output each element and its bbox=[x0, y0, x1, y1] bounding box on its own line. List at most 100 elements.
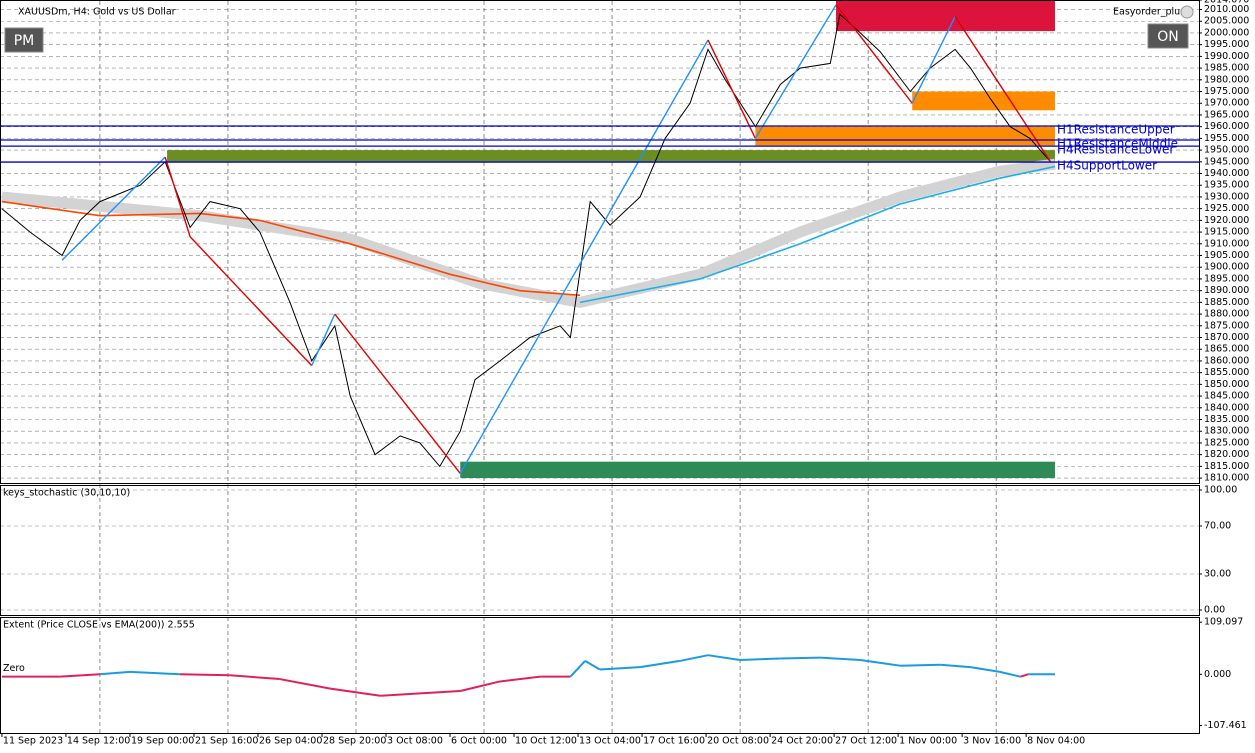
x-tick-label: 14 Sep 12:00 bbox=[67, 736, 130, 747]
y-tick-label: 1945.000 bbox=[1204, 156, 1249, 167]
extent-segment bbox=[970, 666, 1001, 673]
y-tick-label: 109.097 bbox=[1204, 617, 1243, 628]
extent-frame bbox=[0, 617, 1200, 734]
zone bbox=[836, 0, 1055, 32]
extent-segment bbox=[739, 657, 781, 661]
extent-segment bbox=[940, 663, 971, 669]
y-tick-label: -107.461 bbox=[1204, 720, 1247, 731]
on-button[interactable] bbox=[1147, 23, 1189, 49]
x-tick-label: 8 Nov 04:00 bbox=[1027, 736, 1085, 747]
x-tick-label: 10 Oct 12:00 bbox=[515, 736, 577, 747]
expert-icon[interactable] bbox=[1180, 5, 1194, 19]
y-tick-label: 1915.000 bbox=[1204, 227, 1249, 238]
zone bbox=[460, 461, 1055, 479]
y-tick-label: 1815.000 bbox=[1204, 461, 1249, 472]
ema-band bbox=[1, 158, 1056, 308]
y-tick-label: 1995.000 bbox=[1204, 39, 1249, 50]
y-tick-label: 1920.000 bbox=[1204, 215, 1249, 226]
x-tick-label: 3 Oct 08:00 bbox=[387, 736, 443, 747]
y-tick-label: 1905.000 bbox=[1204, 250, 1249, 261]
on-button-label[interactable]: ON bbox=[1157, 29, 1179, 45]
extent-segment bbox=[584, 660, 601, 671]
y-tick-label: 1985.000 bbox=[1204, 63, 1249, 74]
extent-segment bbox=[129, 670, 180, 676]
y-tick-label: 70.00 bbox=[1204, 521, 1231, 532]
level-label: H1ResistanceMiddle bbox=[1057, 137, 1178, 151]
y-tick-label: 1960.000 bbox=[1204, 121, 1249, 132]
stochastic-frame bbox=[0, 485, 1200, 616]
panel-title: Extent (Price CLOSE vs EMA(200)) 2.555 bbox=[3, 620, 195, 631]
y-tick-label: 1990.000 bbox=[1204, 51, 1249, 62]
y-tick-label: 1850.000 bbox=[1204, 379, 1249, 390]
x-tick-label: 1 Nov 00:00 bbox=[899, 736, 957, 747]
y-tick-label: 1955.000 bbox=[1204, 133, 1249, 144]
y-tick-label: 1950.000 bbox=[1204, 145, 1249, 156]
extent-segment bbox=[460, 680, 501, 692]
y-tick-label: 0.000 bbox=[1204, 669, 1231, 680]
price-line bbox=[579, 165, 1056, 304]
zigzag-segment bbox=[459, 39, 709, 474]
y-tick-label: 1860.000 bbox=[1204, 355, 1249, 366]
extent-segment bbox=[999, 670, 1021, 678]
y-tick-label: 1890.000 bbox=[1204, 285, 1249, 296]
y-tick-label: 1895.000 bbox=[1204, 273, 1249, 284]
y-tick-label: 1865.000 bbox=[1204, 344, 1249, 355]
x-tick-label: 6 Oct 00:00 bbox=[451, 736, 507, 747]
x-tick-label: 24 Oct 20:00 bbox=[771, 736, 833, 747]
symbol-title: XAUUSDm, H4: Gold vs US Dollar bbox=[18, 7, 176, 18]
extent-segment bbox=[330, 687, 381, 697]
extent-segment bbox=[1020, 673, 1029, 678]
extent-segment bbox=[419, 689, 461, 695]
y-tick-label: 1855.000 bbox=[1204, 367, 1249, 378]
level-label: H4ResistanceLower bbox=[1057, 143, 1174, 157]
pm-button-label[interactable]: PM bbox=[14, 33, 35, 49]
zigzag-segment bbox=[164, 156, 191, 237]
extent-segment bbox=[380, 692, 420, 697]
y-tick-label: 1840.000 bbox=[1204, 402, 1249, 413]
extent-segment bbox=[499, 675, 541, 683]
y-tick-label: 1845.000 bbox=[1204, 391, 1249, 402]
zigzag-segment bbox=[754, 4, 837, 139]
x-tick-label: 21 Sep 16:00 bbox=[195, 736, 258, 747]
extent-segment bbox=[99, 670, 131, 676]
y-tick-label: 1830.000 bbox=[1204, 426, 1249, 437]
y-tick-label: 1980.000 bbox=[1204, 74, 1249, 85]
extent-segment bbox=[707, 654, 741, 661]
zero-label: Zero bbox=[3, 663, 25, 674]
panel-title: keys_stochastic (30,10,10) bbox=[3, 488, 130, 499]
price-line bbox=[1, 13, 1051, 468]
zigzag-segment bbox=[311, 313, 336, 366]
x-tick-label: 26 Sep 04:00 bbox=[259, 736, 322, 747]
zigzag-segment bbox=[954, 16, 1052, 163]
y-tick-label: 1965.000 bbox=[1204, 109, 1249, 120]
y-tick-label: 1910.000 bbox=[1204, 238, 1249, 249]
extent-segment bbox=[279, 678, 331, 690]
y-tick-label: 0.00 bbox=[1204, 604, 1225, 615]
extent-segment bbox=[599, 666, 641, 671]
extent-segment bbox=[569, 660, 586, 678]
main-frame bbox=[0, 0, 1200, 484]
pm-button[interactable] bbox=[4, 27, 44, 53]
y-tick-label: 1900.000 bbox=[1204, 262, 1249, 273]
y-tick-label: 2005.000 bbox=[1204, 16, 1249, 27]
level-label: H4SupportLower bbox=[1057, 159, 1157, 173]
zigzag-segment bbox=[835, 4, 913, 104]
zigzag-segment bbox=[61, 156, 166, 261]
y-tick-label: 30.00 bbox=[1204, 568, 1231, 579]
y-tick-label: 1825.000 bbox=[1204, 437, 1249, 448]
x-tick-label: 20 Oct 08:00 bbox=[707, 736, 769, 747]
extent-segment bbox=[860, 658, 901, 667]
y-tick-label: 2010.000 bbox=[1204, 4, 1249, 15]
y-tick-label: 2014.070 bbox=[1204, 0, 1249, 6]
x-tick-label: 19 Sep 00:00 bbox=[131, 736, 194, 747]
y-tick-label: 1870.000 bbox=[1204, 332, 1249, 343]
zigzag-segment bbox=[189, 236, 313, 367]
zigzag-segment bbox=[911, 16, 956, 104]
extent-segment bbox=[179, 673, 230, 677]
extent-segment bbox=[819, 656, 861, 661]
zigzag-segment bbox=[334, 313, 461, 474]
extent-segment bbox=[679, 654, 709, 662]
zigzag-segment bbox=[707, 39, 757, 139]
